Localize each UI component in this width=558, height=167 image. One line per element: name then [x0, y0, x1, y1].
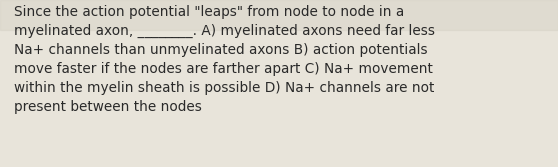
- Bar: [0, 0, 558, 30]
- Text: Since the action potential "leaps" from node to node in a
myelinated axon, _____: Since the action potential "leaps" from …: [14, 5, 435, 114]
